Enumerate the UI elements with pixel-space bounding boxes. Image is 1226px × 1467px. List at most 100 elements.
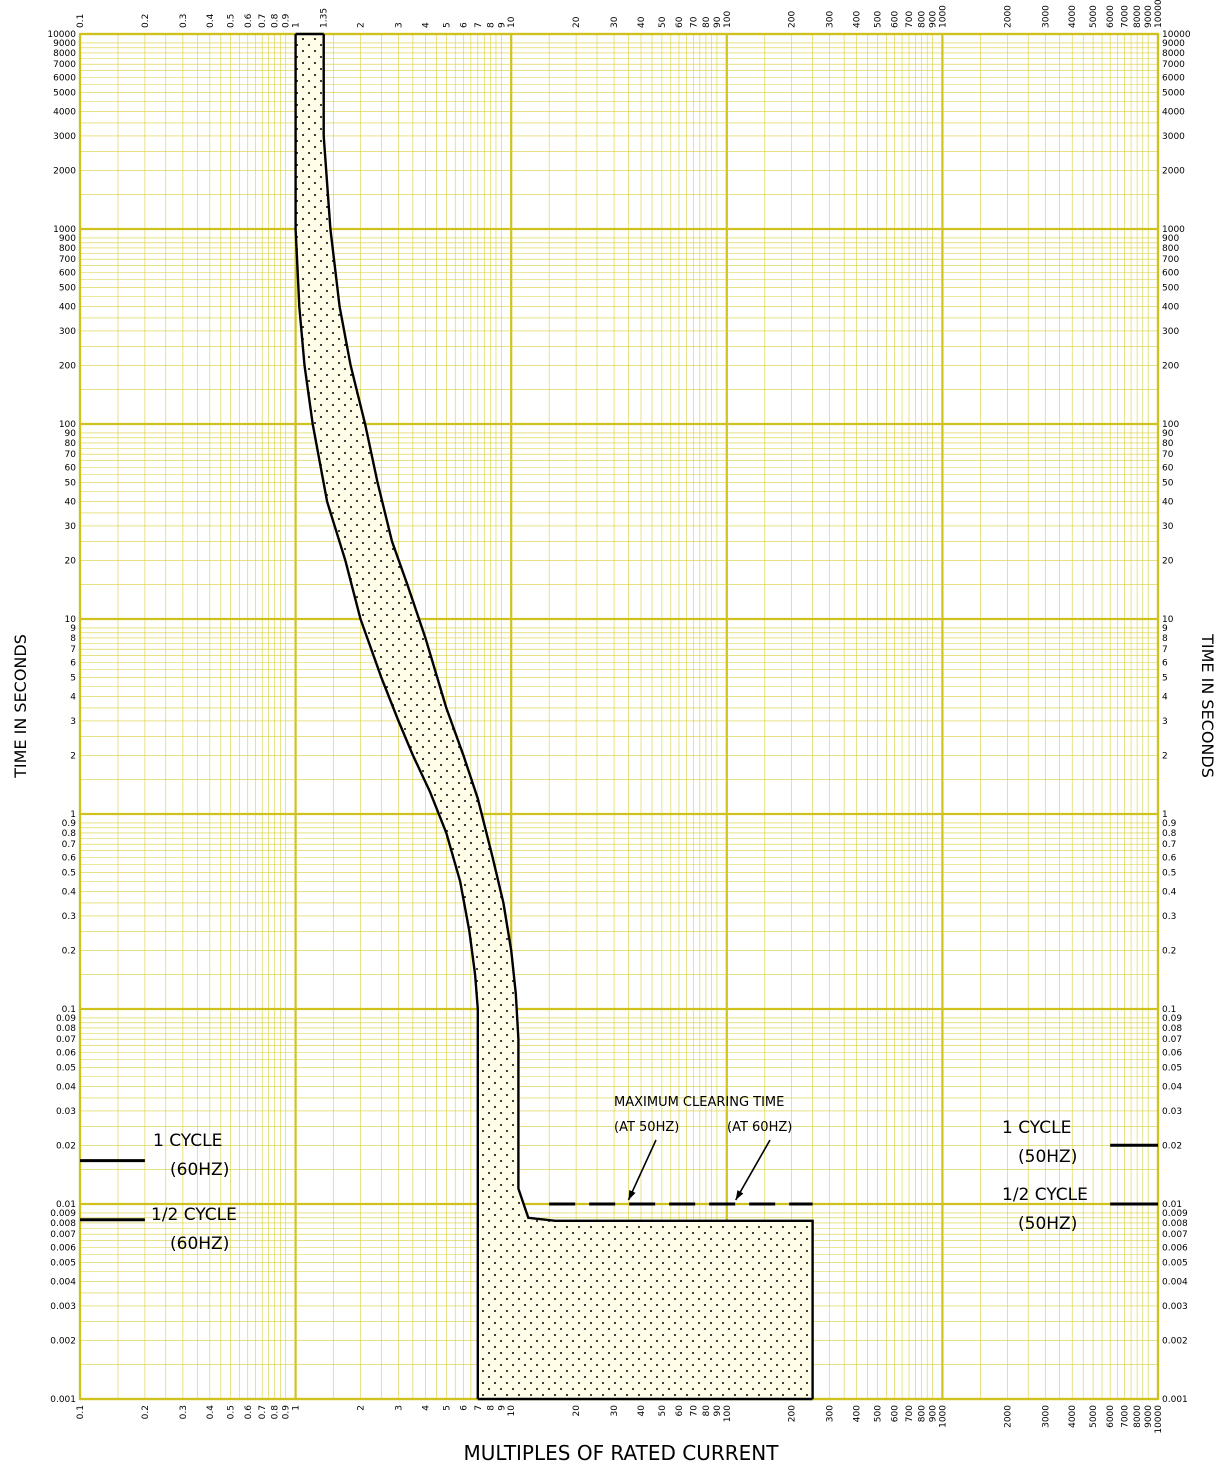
y-tick-label-right: 0.05	[1162, 1064, 1182, 1074]
x-tick-label-bottom: 3	[394, 1405, 404, 1411]
x-tick-label-bottom: 1	[292, 1405, 302, 1411]
y-tick-label-left: 8	[70, 634, 76, 644]
y-tick-label-left: 4	[70, 693, 76, 703]
y-tick-label-right: 0.5	[1162, 869, 1176, 879]
x-tick-label-top: 40	[637, 16, 647, 28]
y-tick-label-left: 30	[65, 522, 77, 532]
x-tick-label-bottom: 400	[853, 1405, 863, 1422]
y-tick-label-left: 600	[59, 268, 76, 278]
x-tick-label-top: 80	[702, 16, 712, 28]
x-tick-label-top: 8	[486, 22, 496, 28]
x-tick-label-bottom: 20	[572, 1405, 582, 1417]
y-tick-label-right: 1000	[1162, 225, 1185, 235]
x-tick-label-top: 0.1	[76, 14, 86, 28]
y-tick-label-right: 0.009	[1162, 1209, 1188, 1219]
y-tick-label-left: 40	[65, 498, 77, 508]
x-tick-label-bottom: 7	[474, 1405, 484, 1411]
x-tick-label-bottom: 5000	[1089, 1405, 1099, 1428]
x-tick-label-top: 1	[292, 22, 302, 28]
y-tick-label-right: 0.8	[1162, 829, 1177, 839]
y-tick-label-left: 1	[70, 810, 76, 820]
x-tick-label-top: 2000	[1003, 5, 1013, 28]
x-tick-label-bottom: 200	[788, 1405, 798, 1422]
y-tick-label-right: 0.03	[1162, 1107, 1182, 1117]
y-tick-label-left: 70	[65, 450, 77, 460]
y-tick-label-left: 2000	[53, 166, 76, 176]
x-tick-label-top: 20	[572, 16, 582, 28]
y-tick-label-right: 3	[1162, 717, 1168, 727]
y-tick-label-right: 100	[1162, 420, 1179, 430]
x-tick-label-bottom: 700	[905, 1405, 915, 1422]
x-tick-label-top: 500	[873, 11, 883, 28]
y-tick-label-left: 0.6	[62, 853, 77, 863]
y-tick-label-right: 20	[1162, 556, 1174, 566]
x-tick-label-bottom: 90	[713, 1405, 723, 1417]
x-tick-label-bottom: 6	[459, 1405, 469, 1411]
y-tick-label-left: 0.008	[50, 1219, 76, 1229]
x-tick-label-top: 7000	[1121, 5, 1131, 28]
left-one-cycle-label: 1 CYCLE	[153, 1131, 222, 1151]
band-dots	[295, 34, 813, 1399]
x-tick-label-bottom: 0.9	[282, 1405, 292, 1420]
maximum-clearing-curve	[322, 34, 814, 1399]
x-axis-title: MULTIPLES OF RATED CURRENT	[464, 1441, 780, 1465]
y-tick-label-right: 0.6	[1162, 853, 1177, 863]
y-tick-label-right: 7000	[1162, 60, 1185, 70]
y-tick-label-left: 5	[70, 674, 76, 684]
x-tick-label-top: 5000	[1089, 5, 1099, 28]
x-tick-label-bottom: 300	[826, 1405, 836, 1422]
y-tick-label-left: 6000	[53, 73, 76, 83]
x-tick-label-top: 0.4	[206, 13, 216, 28]
x-tick-label-top: 70	[689, 16, 699, 28]
y-tick-label-left: 8000	[53, 49, 76, 59]
annotation-arrowhead	[735, 1190, 744, 1200]
y-tick-label-right: 300	[1162, 327, 1179, 337]
x-tick-label-bottom: 500	[873, 1405, 883, 1422]
x-tick-label-top: 9000	[1144, 5, 1154, 28]
x-tick-label-bottom: 6000	[1106, 1405, 1116, 1428]
y-tick-label-left: 300	[59, 327, 76, 337]
y-tick-label-left: 9000	[53, 39, 76, 49]
y-tick-label-left: 6	[70, 658, 76, 668]
y-tick-label-right: 900	[1162, 234, 1179, 244]
y-tick-label-left: 0.5	[62, 869, 76, 879]
x-tick-label-bottom: 800	[918, 1405, 928, 1422]
x-tick-label-bottom: 0.6	[244, 1405, 254, 1420]
y-tick-label-right: 60	[1162, 463, 1174, 473]
y-tick-label-left: 0.005	[50, 1259, 76, 1269]
x-tick-label-top: 1000	[938, 5, 948, 28]
y-tick-label-right: 80	[1162, 439, 1174, 449]
y-tick-label-right: 0.001	[1162, 1395, 1188, 1405]
y-tick-label-left: 900	[59, 234, 76, 244]
x-tick-label-top: 0.2	[141, 14, 151, 28]
y-tick-label-left: 3000	[53, 132, 76, 142]
x-tick-label-top: 0.7	[258, 14, 268, 28]
x-tick-label-bottom: 10	[507, 1405, 517, 1417]
y-tick-label-left: 20	[65, 556, 77, 566]
y-tick-label-left: 90	[65, 429, 77, 439]
y-tick-label-right: 3000	[1162, 132, 1185, 142]
annotation-arrow	[627, 1139, 657, 1201]
tick-labels: 0.10.10.20.20.30.30.40.40.50.50.60.60.70…	[47, 0, 1191, 1434]
y-tick-label-left: 0.02	[56, 1141, 76, 1151]
y-tick-label-right: 40	[1162, 498, 1174, 508]
curve-lines	[294, 32, 814, 1401]
y-tick-label-right: 0.06	[1162, 1048, 1182, 1058]
y-tick-label-right: 0.3	[1162, 912, 1176, 922]
x-tick-label-top: 3000	[1041, 5, 1051, 28]
x-tick-label-top: 8000	[1133, 5, 1143, 28]
y-tick-label-right: 400	[1162, 303, 1179, 313]
y-tick-label-left: 7	[70, 645, 76, 655]
y-tick-label-right: 30	[1162, 522, 1174, 532]
y-tick-label-left: 7000	[53, 60, 76, 70]
y-tick-label-left: 0.08	[56, 1024, 76, 1034]
y-tick-label-right: 0.02	[1162, 1141, 1182, 1151]
y-tick-label-right: 200	[1162, 361, 1179, 371]
y-tick-label-left: 0.003	[50, 1302, 76, 1312]
x-tick-label-bottom: 3000	[1041, 1405, 1051, 1428]
x-tick-label-top: 800	[918, 11, 928, 28]
left-60hz-label-1: (60HZ)	[170, 1160, 229, 1180]
x-tick-label-bottom: 60	[675, 1405, 685, 1417]
y-tick-label-left: 3	[70, 717, 76, 727]
x-tick-label-top: 0.5	[227, 14, 237, 28]
